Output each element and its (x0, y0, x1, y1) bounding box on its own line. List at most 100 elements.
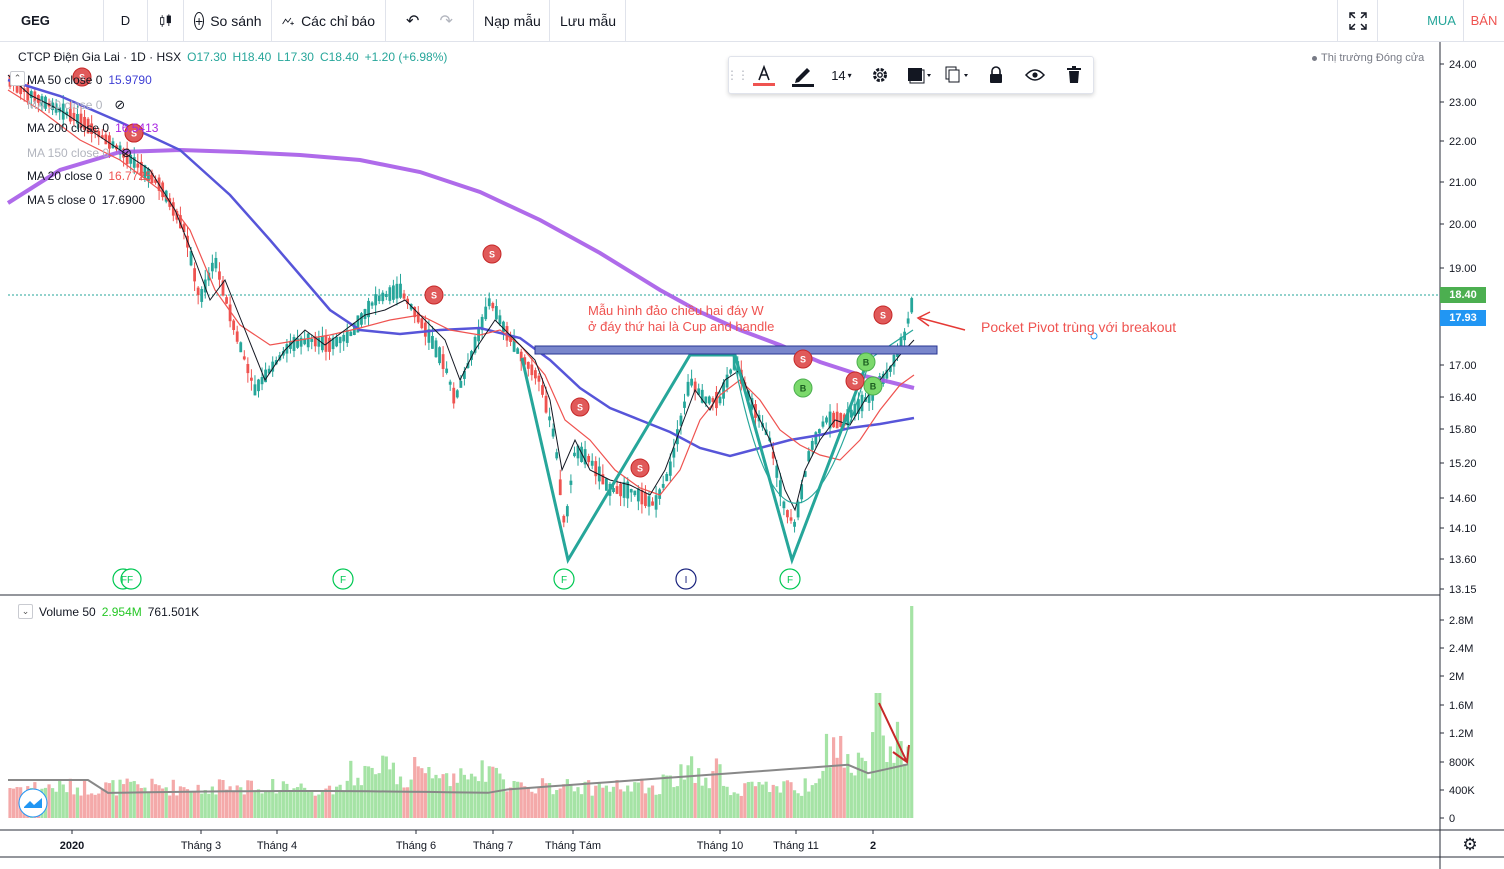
candle-body (498, 315, 502, 325)
compare-button[interactable]: + So sánh (184, 0, 272, 42)
candle-body (590, 460, 594, 466)
ma-legend-row[interactable]: MA 5 close 0 17.6900 (27, 193, 145, 207)
chart-settings-gear-icon[interactable]: ⚙ (1462, 835, 1478, 854)
visual-order-button[interactable] (899, 57, 938, 93)
volume-bar (579, 794, 584, 818)
candle-body (587, 455, 591, 463)
candle-body (257, 379, 260, 392)
volume-bar (448, 786, 452, 818)
compare-label: So sánh (210, 12, 262, 29)
w-pattern-line (520, 353, 870, 565)
settings-button[interactable] (860, 57, 899, 93)
volume-bar (93, 794, 97, 818)
ma-legend-row[interactable]: MA 200 close 0 16.5413 (27, 121, 158, 135)
time-axis[interactable]: 2020 Tháng 3 Tháng 4 Tháng 6 Tháng 7 Tháng Tá… (60, 830, 876, 852)
delete-button[interactable] (1054, 57, 1093, 93)
pattern-annotation[interactable]: Mẫu hình đảo chiều hai đáy W ở đáy thứ h… (588, 303, 775, 334)
ma-legend-row[interactable]: MA 150 close 0 ⊘ (27, 145, 132, 161)
volume-bar (906, 746, 910, 818)
clone-button[interactable] (938, 57, 977, 93)
volume-bar (821, 770, 825, 818)
symbol-search[interactable]: GEG (0, 0, 104, 42)
volume-bar (146, 792, 151, 818)
volume-axis[interactable]: 2.8M 2.4M 2M 1.6M 1.2M 800K 400K 0 (1440, 615, 1475, 825)
candle-body (583, 449, 587, 465)
price-tick-label: 22.00 (1449, 136, 1477, 148)
candle-body (640, 489, 644, 505)
candle-body (274, 360, 278, 365)
volume-bar (79, 795, 83, 818)
candle-body (100, 135, 104, 139)
volume-collapse-icon[interactable]: ⌄ (18, 604, 33, 619)
candle-body (796, 501, 800, 518)
buy-button[interactable]: MUA (1420, 0, 1464, 42)
price-axis[interactable]: 24.00 23.00 22.00 21.00 20.00 19.00 17.00 16.40… (1440, 59, 1477, 596)
volume-tick-label: 2M (1449, 671, 1464, 683)
price-chart[interactable]: 24.00 23.00 22.00 21.00 20.00 19.00 17.00 16.40… (0, 42, 1504, 869)
volume-bar (185, 789, 190, 818)
bottom-marker (332, 568, 354, 590)
ma-legend-row[interactable]: MA 10 close 0 ⊘ (27, 97, 125, 113)
sell-button[interactable]: BÁN (1470, 13, 1498, 28)
candle-body (885, 369, 889, 379)
text-color-button[interactable] (745, 57, 784, 93)
volume-bar (359, 785, 364, 818)
candle-body (629, 489, 633, 493)
volume-bar (484, 781, 488, 818)
candle-body (76, 114, 79, 124)
candle-body (264, 369, 267, 383)
time-tick-label: Tháng Tám (545, 840, 601, 852)
lock-button[interactable] (977, 57, 1016, 93)
volume-bar (590, 795, 594, 818)
ma-label: MA 200 close 0 (27, 121, 110, 135)
volume-bar (295, 787, 300, 818)
candle-body (789, 517, 793, 521)
volume-bar (608, 791, 612, 818)
ma-legend-row[interactable]: MA 50 close 0 15.9790 (27, 73, 152, 87)
candle-body (679, 415, 683, 426)
candle-body (143, 165, 147, 179)
candle-body (778, 480, 782, 497)
undo-icon[interactable]: ↶ (406, 12, 420, 30)
save-template-button[interactable]: Lưu mẫu (550, 0, 626, 42)
tradingview-logo-icon[interactable] (18, 788, 48, 818)
redo-icon[interactable]: ↷ (439, 12, 453, 30)
candle-body (271, 361, 275, 372)
candle-body (132, 157, 136, 168)
hidden-eye-icon[interactable]: ⊘ (114, 97, 126, 112)
volume-bar (672, 787, 676, 818)
chart-type-button[interactable] (148, 0, 184, 42)
volume-bar (310, 790, 314, 818)
legend-collapse-button[interactable]: ⌃ (10, 71, 25, 86)
volume-bar (555, 790, 559, 818)
volume-bar (391, 762, 395, 818)
font-size-button[interactable]: 14 ▾ (831, 67, 852, 83)
volume-bar (72, 794, 76, 818)
volume-bar (540, 778, 545, 818)
interval-button[interactable]: D (104, 0, 148, 42)
candle-body (466, 362, 470, 368)
candle-body (235, 331, 239, 342)
resistance-zone[interactable] (534, 345, 938, 355)
ma-legend-row[interactable]: MA 20 close 0 16.7725 (27, 169, 152, 183)
volume-bar (335, 786, 339, 818)
candle-body (647, 496, 651, 507)
hidden-eye-icon[interactable]: ⊘ (121, 145, 132, 160)
fullscreen-button[interactable] (1338, 0, 1378, 42)
drag-handle-icon[interactable]: ⋮⋮ (726, 68, 749, 82)
volume-bar (888, 746, 892, 818)
load-template-button[interactable]: Nạp mẫu (474, 0, 550, 42)
candle-body (363, 309, 367, 319)
sell-marker (873, 305, 893, 325)
pocket-pivot-annotation[interactable]: Pocket Pivot trùng với breakout (981, 319, 1177, 335)
candle-body (484, 306, 488, 320)
volume-bar (601, 787, 605, 818)
line-color-button[interactable] (784, 57, 823, 93)
volume-bar (327, 785, 332, 818)
volume-bar (697, 768, 701, 818)
volume-bar (90, 793, 94, 818)
volume-bar (377, 773, 381, 818)
indicators-button[interactable]: Các chỉ báo (272, 0, 386, 42)
visibility-button[interactable] (1015, 57, 1054, 93)
volume-bar (867, 778, 871, 818)
